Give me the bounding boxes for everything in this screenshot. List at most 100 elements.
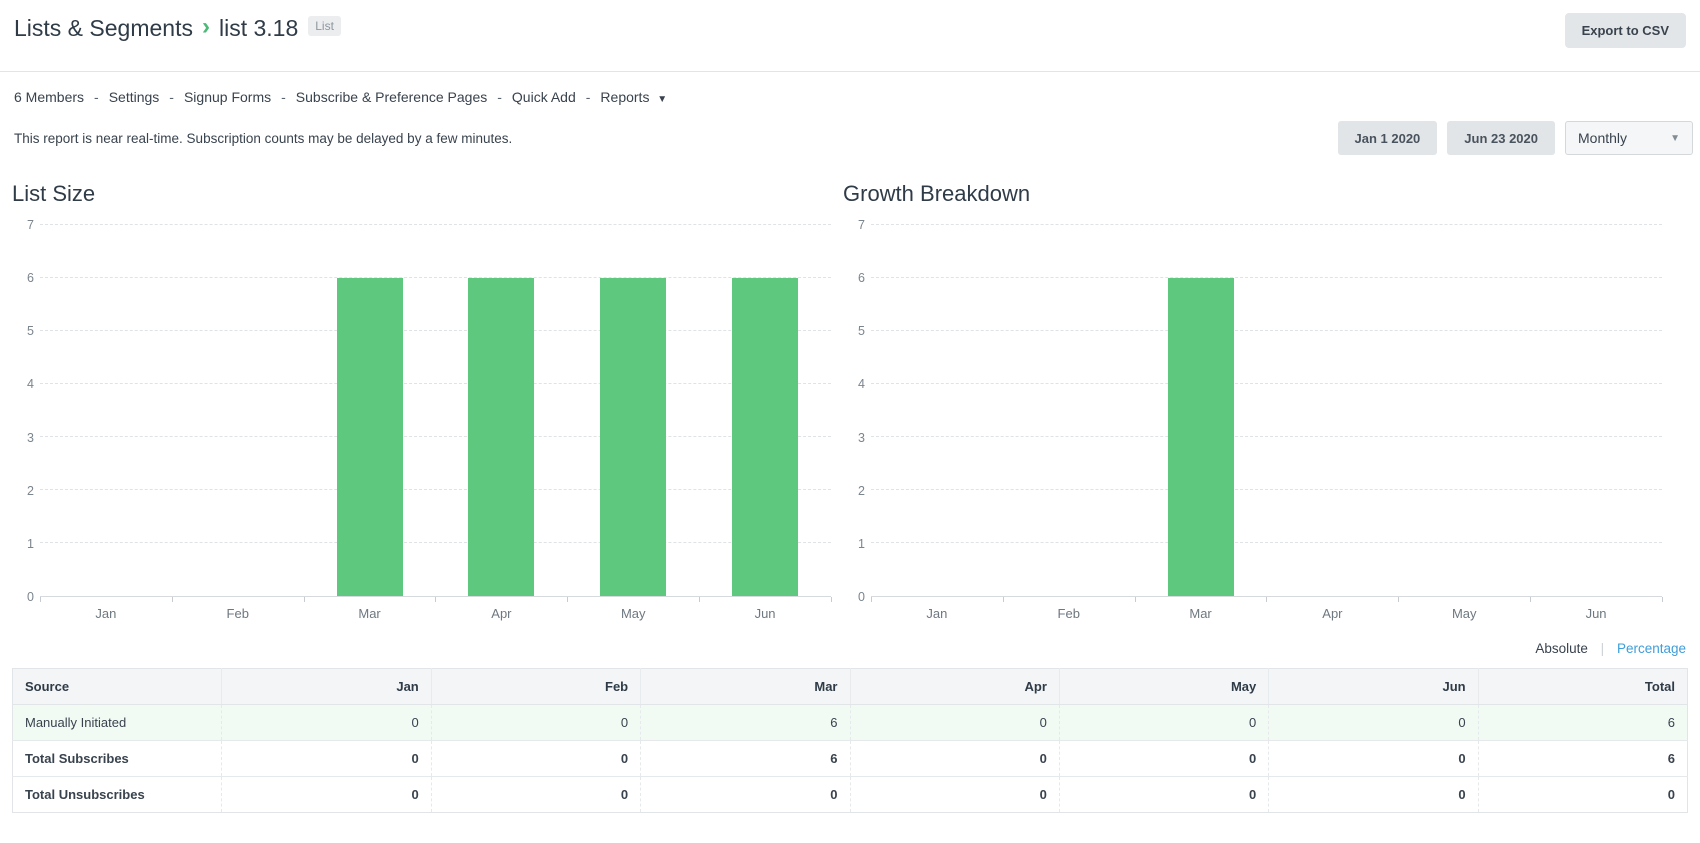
cell-value: 0 — [431, 776, 642, 813]
bar-slot — [1266, 225, 1400, 602]
x-tick-label-jun: Jun — [754, 606, 776, 621]
nav-link-reports[interactable]: Reports ▼ — [600, 89, 668, 105]
nav-link-settings[interactable]: Settings — [108, 89, 160, 105]
chart-title: List Size — [12, 181, 96, 206]
x-tick-label-apr: Apr — [1322, 606, 1343, 621]
cell-value: 0 — [850, 740, 1060, 777]
bar-may[interactable] — [600, 278, 667, 596]
list-subnav: 6 Members - Settings - Signup Forms - Subscrib… — [0, 72, 1700, 105]
cell-value: 6 — [640, 740, 851, 777]
nav-separator: - — [585, 89, 591, 105]
bar-slots — [40, 225, 832, 602]
export-to-csv-button[interactable]: Export to CSV — [1564, 13, 1686, 48]
absolute-toggle[interactable]: Absolute — [1535, 641, 1588, 656]
gridline — [40, 224, 831, 225]
cell-value: 6 — [1478, 704, 1688, 741]
y-axis: 0 1 2 3 4 5 6 7 — [12, 218, 40, 604]
page-header: Lists & Segments › list 3.18 List Export… — [0, 0, 1700, 72]
bar-slot — [1530, 225, 1663, 602]
cell-value: 0 — [1059, 776, 1270, 813]
col-header-source: Source — [12, 668, 223, 705]
y-tick-label: 2 — [27, 483, 34, 498]
nav-separator: - — [281, 89, 286, 105]
y-tick-label: 3 — [27, 430, 34, 445]
x-tick-label-apr: Apr — [491, 606, 512, 621]
gridline — [871, 330, 1662, 331]
gridline — [871, 224, 1662, 225]
table-body: Manually Initiated 0 0 6 0 0 0 6 Total Subscribe… — [12, 704, 1688, 813]
chart-plot-area: 0 1 2 3 4 5 6 7 — [843, 218, 1663, 604]
x-tick-label-feb: Feb — [1057, 606, 1080, 621]
y-axis: 0 1 2 3 4 5 6 7 — [843, 218, 871, 604]
list-size-chart: List Size 0 1 2 3 4 5 6 7 Jan Feb Mar Apr May Jun — [12, 181, 832, 621]
bar-slot — [567, 225, 700, 602]
breadcrumb-lists-segments[interactable]: Lists & Segments — [14, 15, 193, 41]
y-tick-label: 0 — [27, 590, 34, 604]
gridline — [40, 330, 831, 331]
gridline — [871, 277, 1662, 278]
table-header-row: Source Jan Feb Mar Apr May Jun Total — [12, 668, 1688, 705]
plot — [40, 224, 832, 602]
bar-slot — [1135, 225, 1268, 602]
row-label: Manually Initiated — [12, 704, 223, 741]
cell-value: 0 — [431, 740, 642, 777]
bar-slots — [871, 225, 1663, 602]
bar-slot — [40, 225, 173, 602]
realtime-note: This report is near real-time. Subscript… — [14, 131, 513, 146]
nav-separator: - — [497, 89, 502, 105]
nav-separator: - — [94, 89, 99, 105]
gridline — [40, 489, 831, 490]
toggle-separator: | — [1600, 641, 1605, 656]
bar-slot — [435, 225, 569, 602]
bar-apr[interactable] — [468, 278, 535, 596]
bar-mar[interactable] — [1167, 278, 1234, 596]
cell-value: 0 — [1059, 740, 1270, 777]
nav-link-subscribe-preference-pages[interactable]: Subscribe & Preference Pages — [295, 89, 488, 105]
gridline — [40, 542, 831, 543]
chevron-down-icon: ▼ — [654, 94, 668, 105]
bar-slot — [871, 225, 1004, 602]
y-tick-label: 1 — [27, 536, 34, 551]
y-tick-label: 0 — [858, 590, 865, 604]
cell-value: 0 — [221, 776, 432, 813]
nav-link-signup-forms[interactable]: Signup Forms — [183, 89, 272, 105]
bar-mar[interactable] — [336, 278, 403, 596]
table-row-total-subscribes: Total Subscribes 0 0 6 0 0 0 6 — [12, 740, 1688, 777]
x-tick-label-jan: Jan — [95, 606, 117, 621]
col-header-jan: Jan — [221, 668, 432, 705]
nav-link-quick-add[interactable]: Quick Add — [511, 89, 576, 105]
nav-link-6-members[interactable]: 6 Members — [14, 89, 85, 105]
cell-value: 0 — [850, 704, 1060, 741]
x-tick-label-may: May — [620, 606, 646, 621]
gridline — [871, 489, 1662, 490]
charts-row: List Size 0 1 2 3 4 5 6 7 Jan Feb Mar Apr May Jun Grow… — [0, 155, 1700, 621]
y-tick-label: 4 — [858, 377, 865, 392]
col-header-mar: Mar — [640, 668, 851, 705]
percentage-toggle[interactable]: Percentage — [1616, 641, 1686, 656]
col-header-total: Total — [1478, 668, 1688, 705]
bar-slot — [699, 225, 832, 602]
bar-jun[interactable] — [732, 278, 798, 596]
y-tick-label: 6 — [27, 271, 34, 286]
chevron-down-icon: ▼ — [1670, 132, 1680, 144]
row-label: Total Unsubscribes — [12, 776, 223, 813]
row-label: Total Subscribes — [12, 740, 223, 777]
gridline — [40, 436, 831, 437]
x-axis: Jan Feb Mar Apr May Jun — [871, 597, 1662, 621]
y-tick-label: 5 — [858, 324, 865, 339]
breadcrumb: Lists & Segments › list 3.18 List — [14, 13, 341, 44]
start-date-button[interactable]: Jan 1 2020 — [1337, 121, 1438, 155]
end-date-button[interactable]: Jun 23 2020 — [1447, 121, 1555, 155]
gridline — [871, 383, 1662, 384]
gridline — [871, 542, 1662, 543]
col-header-feb: Feb — [431, 668, 642, 705]
nav-separator: - — [169, 89, 174, 105]
interval-dropdown[interactable]: Monthly ▼ — [1565, 121, 1693, 155]
x-tick-label-jun: Jun — [1585, 606, 1607, 621]
table-row-manually-initiated: Manually Initiated 0 0 6 0 0 0 6 — [12, 704, 1688, 741]
growth-breakdown-table: Source Jan Feb Mar Apr May Jun Total Manually I… — [12, 668, 1688, 813]
table-row-total-unsubscribes: Total Unsubscribes 0 0 0 0 0 0 0 — [12, 776, 1688, 813]
gridline — [40, 383, 831, 384]
cell-value: 0 — [221, 740, 432, 777]
bar-slot — [1398, 225, 1531, 602]
